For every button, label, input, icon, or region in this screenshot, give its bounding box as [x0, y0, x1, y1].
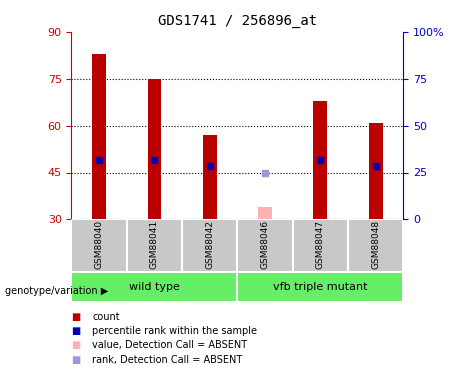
Text: count: count	[92, 312, 120, 322]
Text: genotype/variation ▶: genotype/variation ▶	[5, 286, 108, 296]
Text: GSM88042: GSM88042	[205, 220, 214, 269]
Text: GSM88040: GSM88040	[95, 220, 104, 269]
Text: GSM88048: GSM88048	[371, 220, 380, 269]
Bar	[92, 54, 106, 219]
Text: ■: ■	[71, 355, 81, 364]
Text: percentile rank within the sample: percentile rank within the sample	[92, 326, 257, 336]
Text: ■: ■	[71, 312, 81, 322]
Text: GSM88041: GSM88041	[150, 220, 159, 269]
Text: wild type: wild type	[129, 282, 180, 292]
Text: rank, Detection Call = ABSENT: rank, Detection Call = ABSENT	[92, 355, 242, 364]
Title: GDS1741 / 256896_at: GDS1741 / 256896_at	[158, 14, 317, 28]
Text: GSM88046: GSM88046	[260, 220, 270, 269]
Bar	[313, 100, 327, 219]
Text: ■: ■	[71, 340, 81, 350]
Text: GSM88047: GSM88047	[316, 220, 325, 269]
Bar	[148, 79, 161, 219]
Bar	[71, 219, 127, 272]
Bar	[203, 135, 217, 219]
Text: value, Detection Call = ABSENT: value, Detection Call = ABSENT	[92, 340, 247, 350]
Text: ■: ■	[71, 326, 81, 336]
Bar	[182, 219, 237, 272]
Text: vfb triple mutant: vfb triple mutant	[273, 282, 367, 292]
Bar	[348, 219, 403, 272]
Bar	[258, 207, 272, 219]
Bar	[237, 219, 293, 272]
Bar	[369, 123, 383, 219]
Bar	[237, 272, 403, 302]
Bar	[71, 272, 237, 302]
Bar	[293, 219, 348, 272]
Bar	[127, 219, 182, 272]
